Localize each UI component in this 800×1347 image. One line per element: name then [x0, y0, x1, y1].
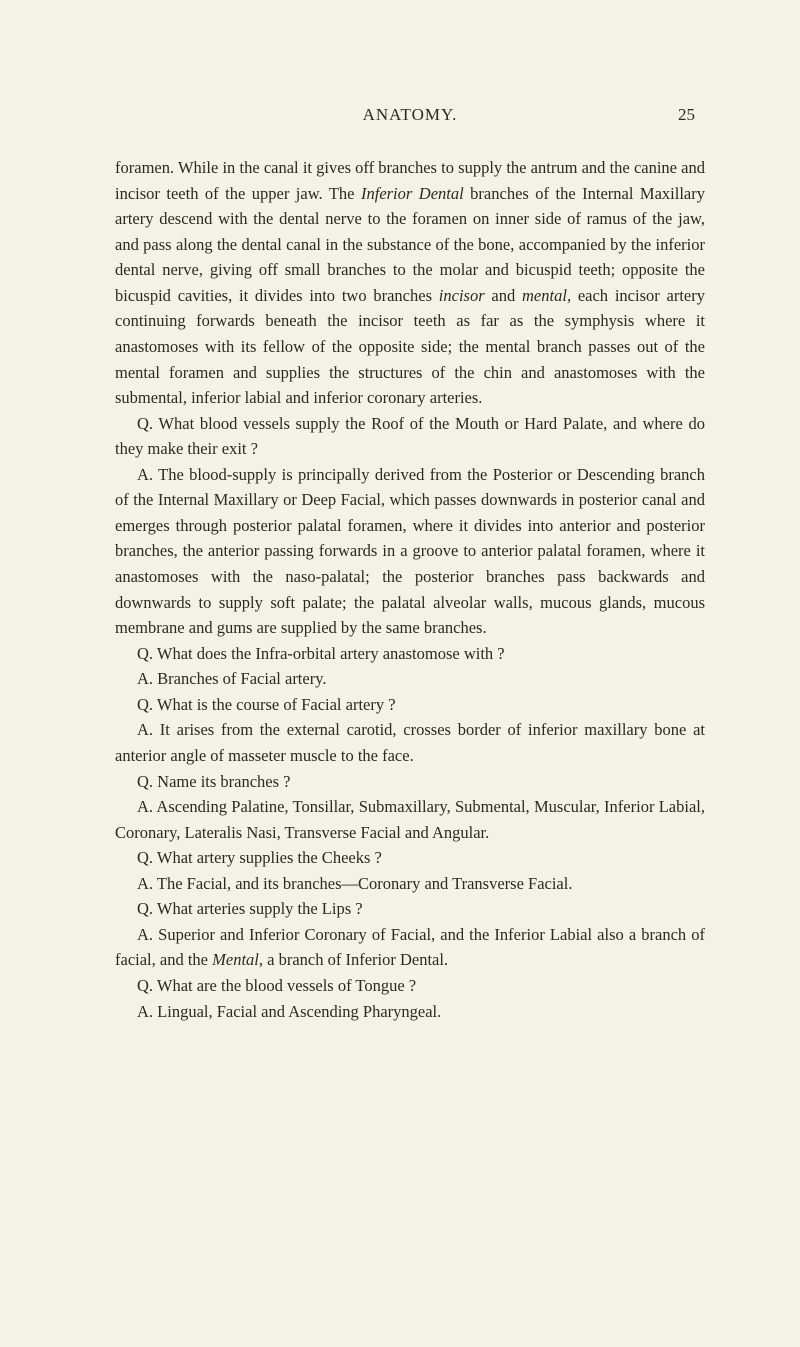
answer-2: A. Branches of Facial artery. [115, 666, 705, 692]
page-number: 25 [678, 105, 695, 125]
question-1: Q. What blood vessels supply the Roof of… [115, 411, 705, 462]
question-6: Q. What arteries supply the Lips ? [115, 896, 705, 922]
question-5: Q. What artery supplies the Cheeks ? [115, 845, 705, 871]
italic-text: Mental [212, 950, 259, 969]
question-3: Q. What is the course of Facial artery ? [115, 692, 705, 718]
text-segment: , a branch of Inferior Dental. [259, 950, 448, 969]
text-segment: and [485, 286, 522, 305]
answer-1: A. The blood-supply is principally deriv… [115, 462, 705, 641]
paragraph-1: foramen. While in the canal it gives off… [115, 155, 705, 411]
question-7: Q. What are the blood vessels of Tongue … [115, 973, 705, 999]
answer-6: A. Superior and Inferior Coronary of Fac… [115, 922, 705, 973]
answer-4: A. Ascending Palatine, Tonsillar, Submax… [115, 794, 705, 845]
question-2: Q. What does the Infra-orbital artery an… [115, 641, 705, 667]
answer-3: A. It arises from the external carotid, … [115, 717, 705, 768]
answer-7: A. Lingual, Facial and Ascending Pharyng… [115, 999, 705, 1025]
header-title: ANATOMY. [115, 105, 705, 125]
answer-5: A. The Facial, and its branches—Coronary… [115, 871, 705, 897]
italic-text: incisor [439, 286, 485, 305]
italic-text: Inferior Dental [361, 184, 464, 203]
page-header: ANATOMY. 25 [115, 105, 705, 125]
question-4: Q. Name its branches ? [115, 769, 705, 795]
body-content: foramen. While in the canal it gives off… [115, 155, 705, 1024]
italic-text: mental [522, 286, 567, 305]
